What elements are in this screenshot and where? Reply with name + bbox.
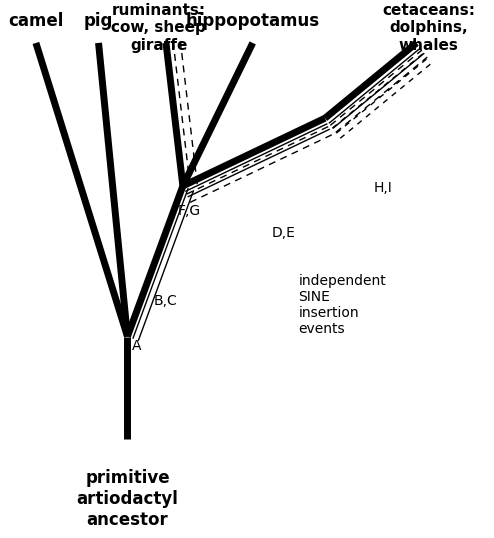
- Text: ruminants:
cow, sheep
giraffe: ruminants: cow, sheep giraffe: [111, 3, 206, 53]
- Text: B,C: B,C: [154, 294, 178, 308]
- Text: H,I: H,I: [373, 181, 392, 195]
- Text: primitive
artiodactyl
ancestor: primitive artiodactyl ancestor: [77, 470, 178, 529]
- Text: cetaceans:
dolphins,
whales: cetaceans: dolphins, whales: [382, 3, 475, 53]
- Text: independent
SINE
insertion
events: independent SINE insertion events: [298, 274, 386, 336]
- Text: pig: pig: [84, 12, 113, 30]
- Text: F,G: F,G: [178, 203, 201, 217]
- Text: hippopotamus: hippopotamus: [186, 12, 320, 30]
- Text: D,E: D,E: [272, 226, 296, 240]
- Text: camel: camel: [8, 12, 64, 30]
- Text: A: A: [132, 339, 142, 353]
